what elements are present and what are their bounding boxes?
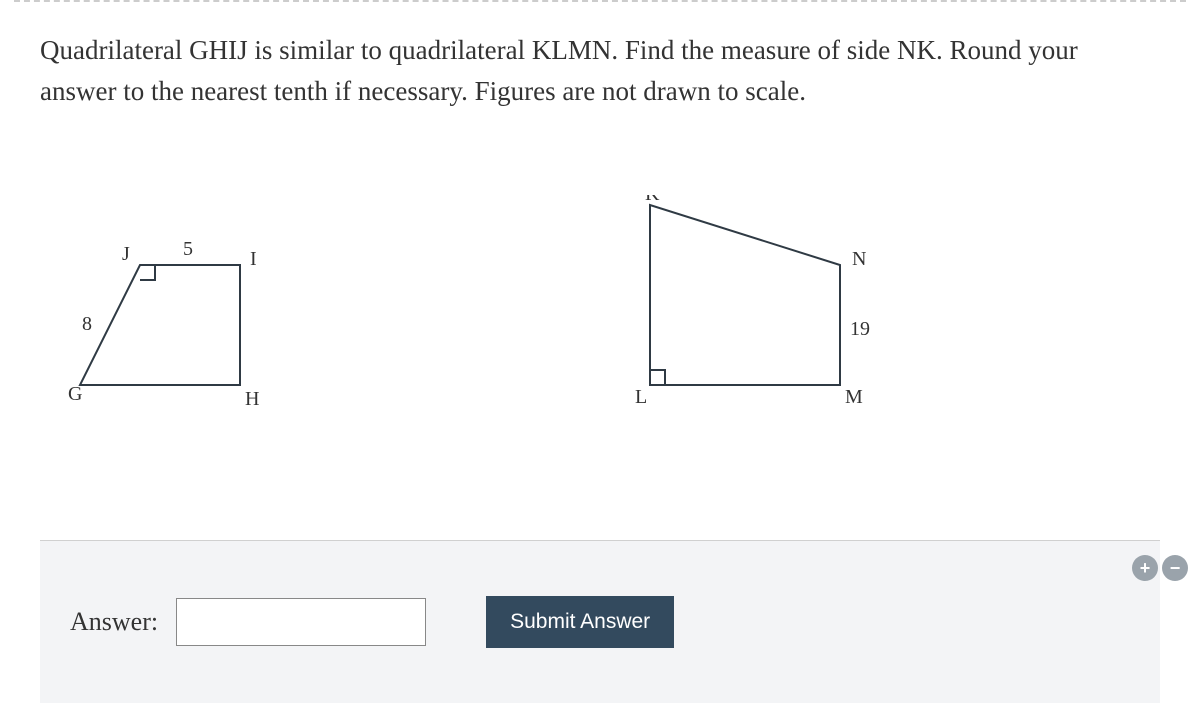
- vertex-n: N: [852, 248, 866, 270]
- vertex-i: I: [250, 248, 257, 270]
- question-text: Quadrilateral GHIJ is similar to quadril…: [40, 30, 1160, 111]
- zoom-out-button[interactable]: −: [1162, 555, 1188, 581]
- vertex-h: H: [245, 388, 259, 410]
- side-gj-label: 8: [82, 313, 92, 335]
- figures-container: G H I J 5 8 K L M N 19: [60, 195, 1140, 435]
- vertex-g: G: [68, 383, 82, 405]
- answer-label: Answer:: [70, 607, 158, 637]
- side-nm-label: 19: [850, 318, 870, 340]
- vertex-l: L: [635, 386, 647, 408]
- submit-button[interactable]: Submit Answer: [486, 596, 674, 648]
- zoom-controls: + −: [1132, 555, 1188, 581]
- side-ji-label: 5: [183, 238, 193, 260]
- vertex-j: J: [122, 243, 130, 265]
- vertex-m: M: [845, 386, 863, 408]
- figure-ghij: G H I J 5 8: [60, 205, 320, 425]
- zoom-in-button[interactable]: +: [1132, 555, 1158, 581]
- figure-klmn: K L M N 19: [630, 195, 930, 415]
- vertex-k: K: [645, 195, 660, 205]
- divider-top: [14, 0, 1186, 2]
- question-area: Quadrilateral GHIJ is similar to quadril…: [40, 30, 1160, 111]
- answer-bar: Answer: Submit Answer: [40, 540, 1160, 703]
- answer-input[interactable]: [176, 598, 426, 646]
